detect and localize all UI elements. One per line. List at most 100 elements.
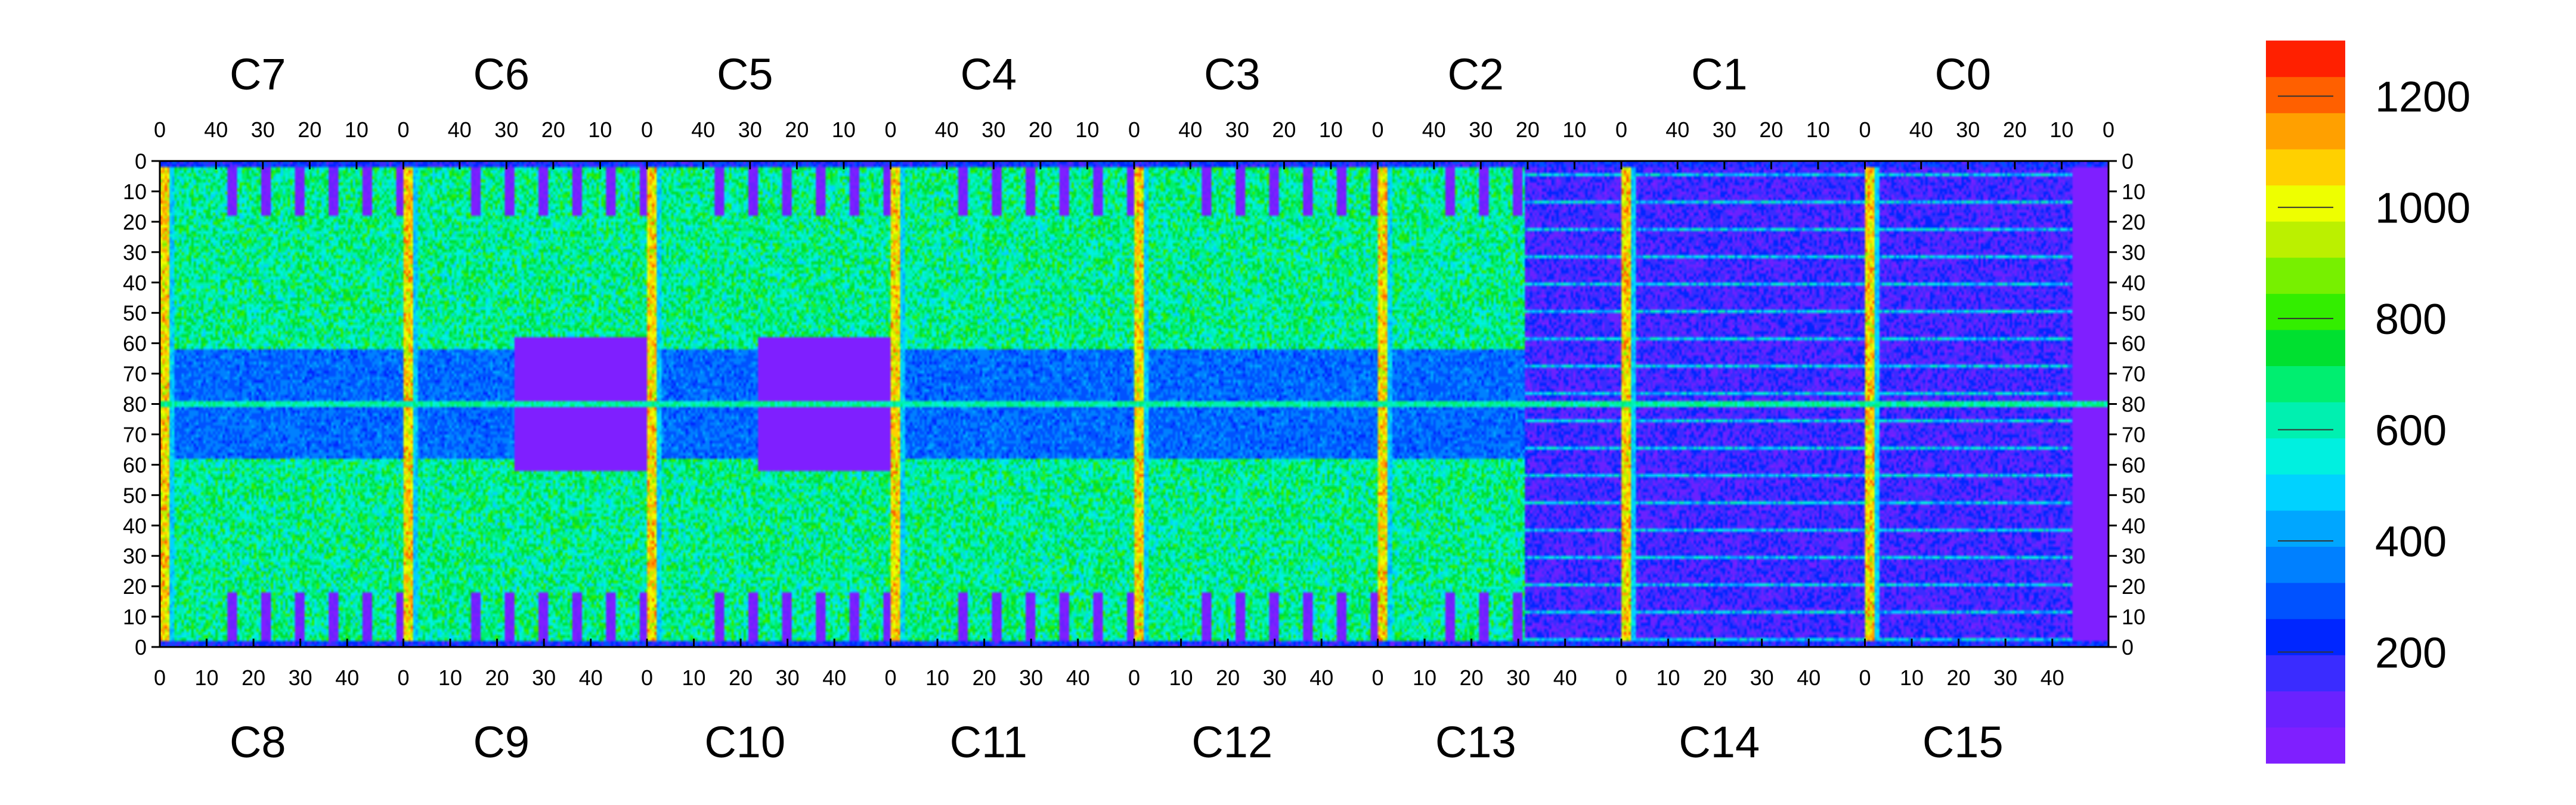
x-tick-label-top: 40 [1665, 117, 1689, 142]
axes: C7 C8 C6 C9 C5 C10 C4 C11 C3 C12 C2 C13 C1 C14 C0 C15 0 1… [123, 49, 2145, 767]
x-tick-label-top: 40 [691, 117, 715, 142]
colorbar-segment [2266, 618, 2345, 655]
y-tick-label-left: 60 [123, 453, 147, 477]
x-tick-label-top: 10 [1562, 117, 1586, 142]
x-tick-label-bottom: 40 [579, 665, 603, 690]
x-tick-label-top: 0 [1371, 117, 1383, 142]
y-tick-label-right: 60 [2122, 332, 2145, 356]
x-tick-label-bottom: 20 [1947, 665, 1971, 690]
x-tick-label-bottom: 0 [154, 665, 166, 690]
x-tick-label-bottom: 0 [1371, 665, 1383, 690]
colorbar-segment [2266, 691, 2345, 727]
y-tick-label-left: 0 [135, 149, 147, 174]
x-tick-label-bottom: 20 [973, 665, 996, 690]
y-tick-label-left: 70 [123, 362, 147, 386]
x-tick-label-bottom: 30 [1506, 665, 1530, 690]
colorbar-segment [2266, 655, 2345, 692]
x-tick-label-bottom: 10 [682, 665, 706, 690]
x-tick-label-top: 10 [1075, 117, 1099, 142]
colorbar-segment [2266, 546, 2345, 583]
chip-label-top-C3: C3 [1204, 49, 1261, 99]
x-tick-label-top: 20 [298, 117, 321, 142]
x-tick-label-bottom: 10 [1169, 665, 1193, 690]
colorbar-segment [2266, 727, 2345, 764]
y-tick-label-left: 20 [123, 210, 147, 234]
y-tick-label-right: 80 [2122, 392, 2145, 417]
chip-label-top-C2: C2 [1447, 49, 1504, 99]
x-tick-label-top: 10 [1806, 117, 1830, 142]
y-tick-label-left: 40 [123, 513, 147, 538]
y-tick-label-left: 40 [123, 271, 147, 295]
y-tick-label-right: 20 [2122, 574, 2145, 599]
chip-label-top-C5: C5 [717, 49, 773, 99]
x-tick-label-bottom: 40 [1066, 665, 1090, 690]
y-tick-label-left: 20 [123, 574, 147, 599]
x-tick-label-top: 20 [541, 117, 565, 142]
x-tick-label-bottom: 20 [1460, 665, 1484, 690]
colorbar-segment [2266, 583, 2345, 620]
colorbar-segment [2266, 293, 2345, 330]
x-tick-label-bottom: 40 [2041, 665, 2064, 690]
y-tick-label-right: 0 [2122, 635, 2134, 660]
x-tick-label-bottom: 40 [1553, 665, 1577, 690]
x-tick-label-top: 40 [935, 117, 959, 142]
chip-label-bottom-C12: C12 [1191, 717, 1272, 767]
y-tick-label-right: 40 [2122, 271, 2145, 295]
colorbar-tick-label: 400 [2375, 518, 2447, 566]
y-tick-label-right: 10 [2122, 605, 2145, 629]
x-tick-label-bottom: 40 [335, 665, 359, 690]
x-tick-label-top: 10 [2049, 117, 2073, 142]
colorbar-tick-label: 200 [2375, 630, 2447, 677]
x-tick-label-top: 10 [832, 117, 856, 142]
colorbar-segment [2266, 257, 2345, 294]
heatmap-plot [160, 161, 2109, 647]
y-tick-label-left: 30 [123, 544, 147, 568]
chip-label-top-C7: C7 [230, 49, 286, 99]
x-tick-label-bottom: 30 [776, 665, 800, 690]
y-tick-label-right: 70 [2122, 422, 2145, 447]
colorbar-segment [2266, 366, 2345, 402]
colorbar-segment [2266, 474, 2345, 511]
chip-label-bottom-C14: C14 [1679, 717, 1760, 767]
x-tick-label-bottom: 10 [925, 665, 949, 690]
colorbar: 1200 1000 800 600 400 200 [2266, 41, 2470, 764]
x-tick-label-bottom: 0 [1859, 665, 1871, 690]
y-tick-label-right: 40 [2122, 513, 2145, 538]
x-tick-label-bottom: 30 [1750, 665, 1774, 690]
y-tick-label-left: 50 [123, 301, 147, 326]
x-tick-label-bottom: 0 [397, 665, 409, 690]
x-tick-label-top: 40 [1909, 117, 1933, 142]
x-tick-label-top: 0 [1615, 117, 1627, 142]
x-tick-label-top: 40 [1178, 117, 1202, 142]
chip-label-top-C4: C4 [960, 49, 1017, 99]
chip-label-bottom-C15: C15 [1922, 717, 2004, 767]
y-tick-label-left: 0 [135, 635, 147, 660]
x-tick-label-top: 10 [345, 117, 369, 142]
chip-label-bottom-C10: C10 [704, 717, 785, 767]
x-tick-label-top: 10 [1319, 117, 1343, 142]
x-tick-label-bottom: 30 [1993, 665, 2017, 690]
x-tick-label-bottom: 20 [729, 665, 753, 690]
chip-label-top-C0: C0 [1934, 49, 1991, 99]
chip-label-bottom-C8: C8 [230, 717, 286, 767]
x-tick-label-top: 0 [1128, 117, 1140, 142]
x-tick-label-bottom: 30 [532, 665, 556, 690]
y-tick-label-left: 80 [123, 392, 147, 417]
y-tick-label-right: 30 [2122, 240, 2145, 265]
y-tick-label-right: 70 [2122, 362, 2145, 386]
colorbar-tick-label: 600 [2375, 407, 2447, 455]
x-tick-label-top: 0 [641, 117, 653, 142]
x-tick-label-top: 30 [494, 117, 518, 142]
y-tick-label-left: 50 [123, 483, 147, 507]
y-tick-label-left: 60 [123, 332, 147, 356]
x-tick-label-top: 30 [1469, 117, 1493, 142]
x-tick-label-top: 0 [2103, 117, 2114, 142]
x-tick-label-bottom: 40 [1309, 665, 1333, 690]
colorbar-segment [2266, 221, 2345, 258]
y-tick-label-left: 70 [123, 422, 147, 447]
x-tick-label-bottom: 30 [1019, 665, 1043, 690]
x-tick-label-top: 20 [1029, 117, 1052, 142]
x-tick-label-bottom: 30 [289, 665, 312, 690]
x-tick-label-top: 30 [1956, 117, 1980, 142]
